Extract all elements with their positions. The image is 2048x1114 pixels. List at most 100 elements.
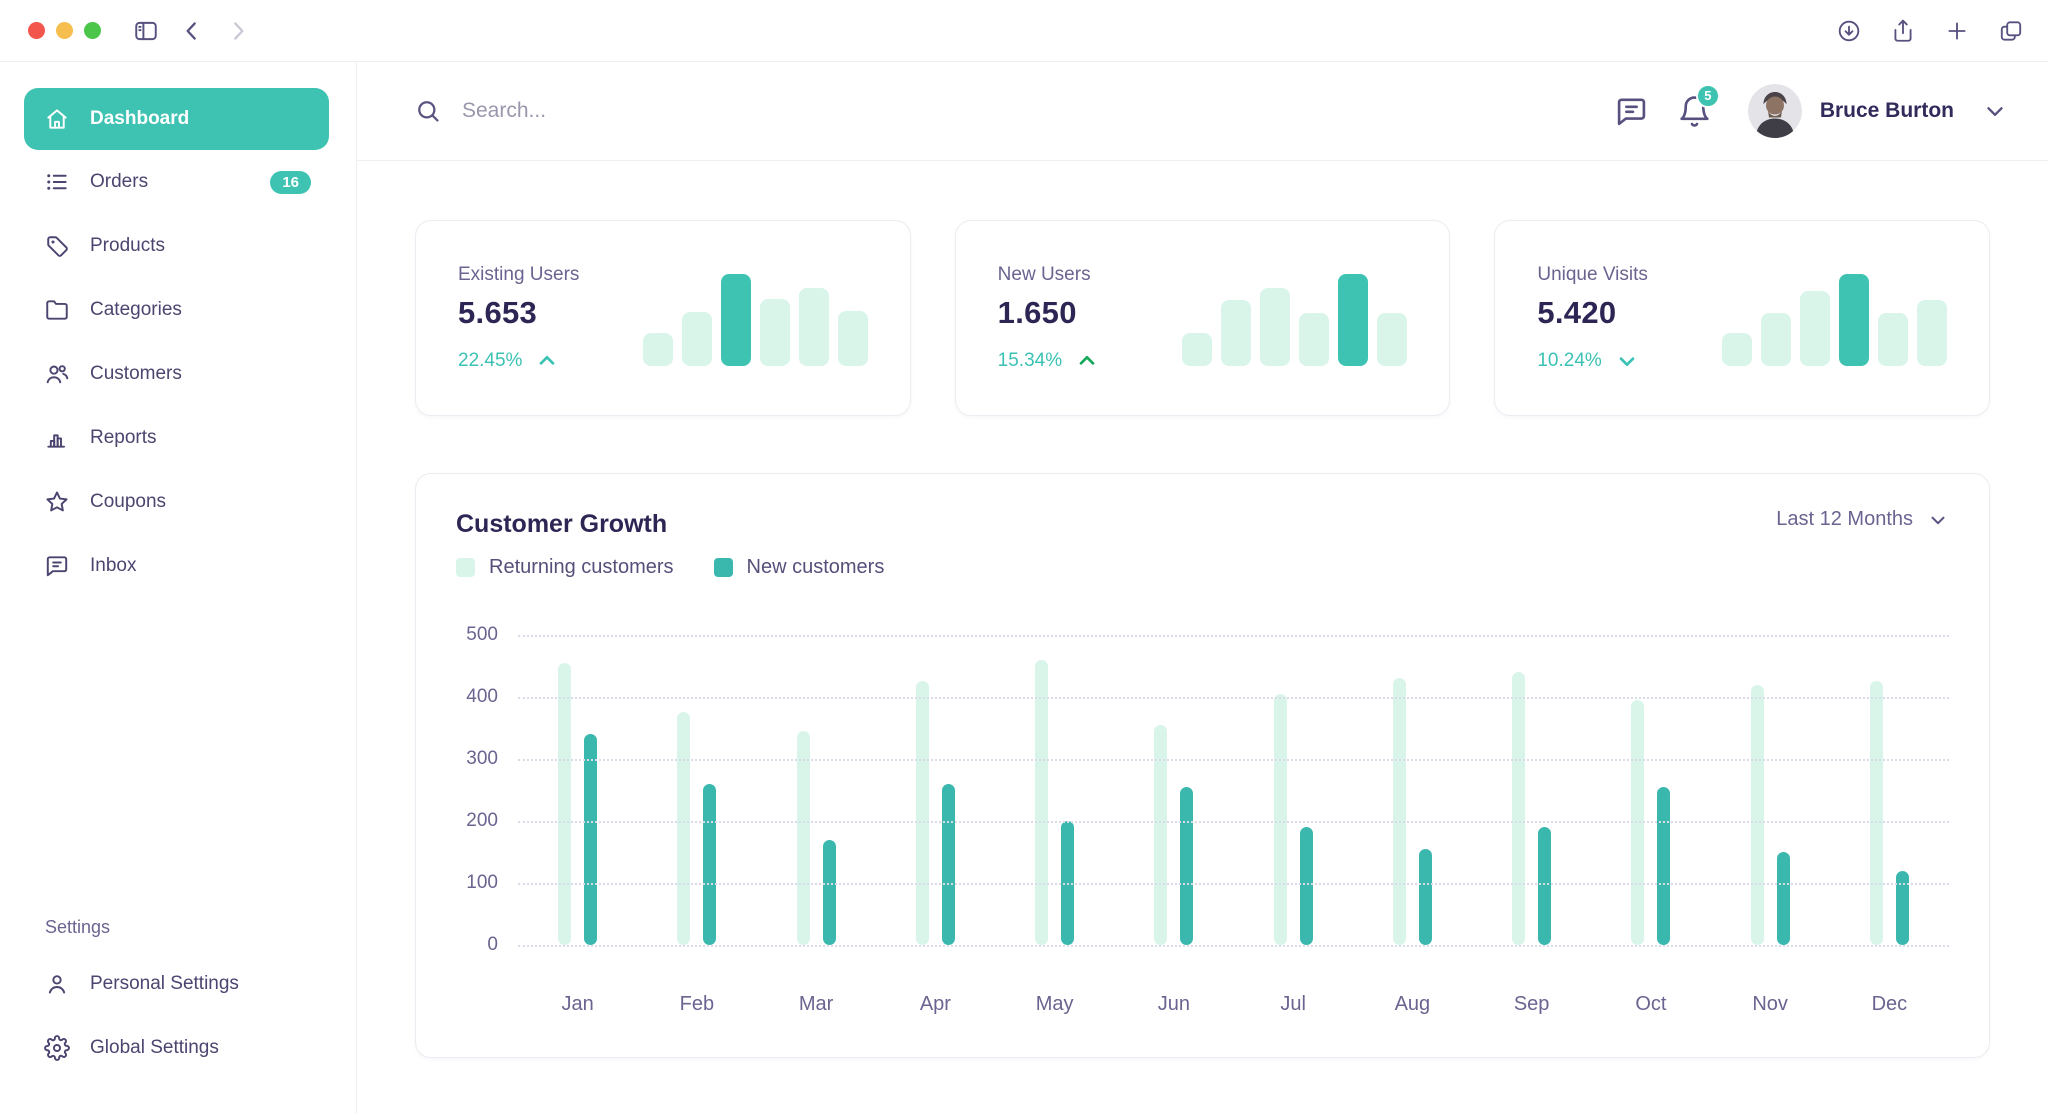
sidebar-item-label: Customers xyxy=(90,363,182,384)
stat-label: Unique Visits xyxy=(1537,264,1648,285)
minimize-window-button[interactable] xyxy=(56,22,73,39)
sidebar-item-label: Categories xyxy=(90,299,182,320)
gridline xyxy=(518,883,1949,885)
sidebar-item-inbox[interactable]: Inbox xyxy=(24,534,329,598)
period-selector[interactable]: Last 12 Months xyxy=(1776,508,1949,531)
sidebar-item-products[interactable]: Products xyxy=(24,214,329,278)
tab-overview-icon[interactable] xyxy=(1994,14,2028,48)
sidebar-item-categories[interactable]: Categories xyxy=(24,278,329,342)
mini-bar xyxy=(759,299,790,366)
stat-card-unique-visits: Unique Visits 5.420 10.24% xyxy=(1494,220,1991,416)
sidebar: Dashboard Orders 16 Products Categories Custo… xyxy=(0,62,357,1114)
sidebar-settings-nav: Personal Settings Global Settings xyxy=(0,952,356,1080)
mini-bar xyxy=(1377,313,1408,366)
month-column-oct xyxy=(1591,635,1710,945)
home-icon xyxy=(44,106,70,132)
sidebar-item-customers[interactable]: Customers xyxy=(24,342,329,406)
x-axis-label: May xyxy=(1035,993,1074,1015)
search-input[interactable] xyxy=(462,99,942,123)
x-axis-label: Oct xyxy=(1635,993,1667,1015)
new-tab-icon[interactable] xyxy=(1940,14,1974,48)
x-axis-label: Jun xyxy=(1157,993,1190,1015)
bar-chart-icon xyxy=(44,425,70,451)
y-axis-tick: 300 xyxy=(466,748,498,769)
close-window-button[interactable] xyxy=(28,22,45,39)
new-customers-bar xyxy=(822,840,836,945)
dashboard-content: Existing Users 5.653 22.45% New Users 1.650 1… xyxy=(357,161,2048,1114)
stat-change-percent: 10.24% xyxy=(1537,350,1602,371)
mini-bar xyxy=(1221,300,1252,366)
sidebar-item-personal-settings[interactable]: Personal Settings xyxy=(24,952,329,1016)
avatar[interactable] xyxy=(1747,84,1802,138)
new-customers-bar xyxy=(1895,871,1909,945)
mini-bar-chart xyxy=(642,270,868,366)
top-bar: 5 Bruce Burton xyxy=(357,62,2048,161)
sidebar-item-label: Reports xyxy=(90,427,157,448)
month-column-jul xyxy=(1234,635,1353,945)
new-customers-bar xyxy=(703,784,717,945)
period-chevron-down-icon xyxy=(1927,509,1949,531)
traffic-lights xyxy=(28,22,101,39)
mini-bar xyxy=(798,288,829,366)
forward-icon[interactable] xyxy=(221,14,255,48)
chart-x-axis: Jan Feb Mar Apr May Jun Jul Aug Sep Oct Nov Dec xyxy=(518,993,1949,1016)
returning-customers-bar xyxy=(796,731,810,945)
gridline xyxy=(518,759,1949,761)
toggle-sidebar-icon[interactable] xyxy=(129,14,163,48)
sidebar-item-reports[interactable]: Reports xyxy=(24,406,329,470)
new-customers-bar xyxy=(1657,787,1671,945)
download-icon[interactable] xyxy=(1832,14,1866,48)
mini-bar xyxy=(1182,333,1213,366)
stat-change: 15.34% xyxy=(998,350,1098,372)
sidebar-item-coupons[interactable]: Coupons xyxy=(24,470,329,534)
tag-icon xyxy=(44,233,70,259)
x-axis-label: Mar xyxy=(798,993,834,1015)
messages-icon[interactable] xyxy=(1614,94,1649,129)
new-customers-bar xyxy=(1776,852,1790,945)
returning-customers-bar xyxy=(1750,685,1764,945)
mini-bar xyxy=(1800,291,1831,366)
sidebar-item-global-settings[interactable]: Global Settings xyxy=(24,1016,329,1080)
mini-bar xyxy=(720,274,751,366)
message-icon xyxy=(44,553,70,579)
new-customers-bar xyxy=(1180,787,1194,945)
sidebar-item-label: Dashboard xyxy=(90,108,190,129)
mini-bar xyxy=(837,311,868,366)
window-titlebar xyxy=(0,0,2048,62)
x-axis-label: Feb xyxy=(679,993,715,1015)
returning-customers-bar xyxy=(1869,681,1883,945)
user-name: Bruce Burton xyxy=(1819,99,1954,122)
stat-change-percent: 15.34% xyxy=(997,350,1063,371)
month-column-jun xyxy=(1114,635,1233,945)
sidebar-item-orders[interactable]: Orders 16 xyxy=(24,150,329,214)
x-axis-label: Apr xyxy=(919,993,951,1015)
trend-down-icon xyxy=(1616,350,1638,372)
chart-title: Customer Growth xyxy=(456,510,668,538)
legend-item-new-customers[interactable]: New customers xyxy=(713,556,884,579)
stat-change: 10.24% xyxy=(1537,350,1648,372)
legend-item-returning-customers[interactable]: Returning customers xyxy=(456,556,674,579)
stat-value: 5.420 xyxy=(1537,295,1617,330)
notifications-bell-icon[interactable]: 5 xyxy=(1677,83,1720,129)
chart-plot-area xyxy=(518,635,1949,947)
month-column-nov xyxy=(1711,635,1830,945)
stats-row: Existing Users 5.653 22.45% New Users 1.650 1… xyxy=(415,220,1991,416)
x-axis-label: Dec xyxy=(1871,993,1908,1015)
zoom-window-button[interactable] xyxy=(84,22,101,39)
settings-section-label: Settings xyxy=(45,917,111,937)
x-axis-label: Aug xyxy=(1394,993,1431,1015)
search-icon xyxy=(415,98,442,125)
mini-bar xyxy=(1839,274,1870,366)
share-icon[interactable] xyxy=(1886,14,1920,48)
stat-card-text: Unique Visits 5.420 10.24% xyxy=(1537,264,1648,372)
stat-card-text: New Users 1.650 15.34% xyxy=(998,264,1098,372)
y-axis-tick: 0 xyxy=(487,934,498,955)
returning-customers-bar xyxy=(1512,672,1526,945)
sidebar-main-nav: Dashboard Orders 16 Products Categories Custo… xyxy=(0,88,356,598)
sidebar-item-dashboard[interactable]: Dashboard xyxy=(24,88,329,150)
sidebar-item-label: Orders xyxy=(90,171,149,192)
month-column-feb xyxy=(637,635,756,945)
user-menu-chevron-down-icon[interactable] xyxy=(1982,98,2008,124)
customer-growth-card: Customer Growth Last 12 Months Returning… xyxy=(415,473,1990,1058)
back-icon[interactable] xyxy=(175,14,209,48)
